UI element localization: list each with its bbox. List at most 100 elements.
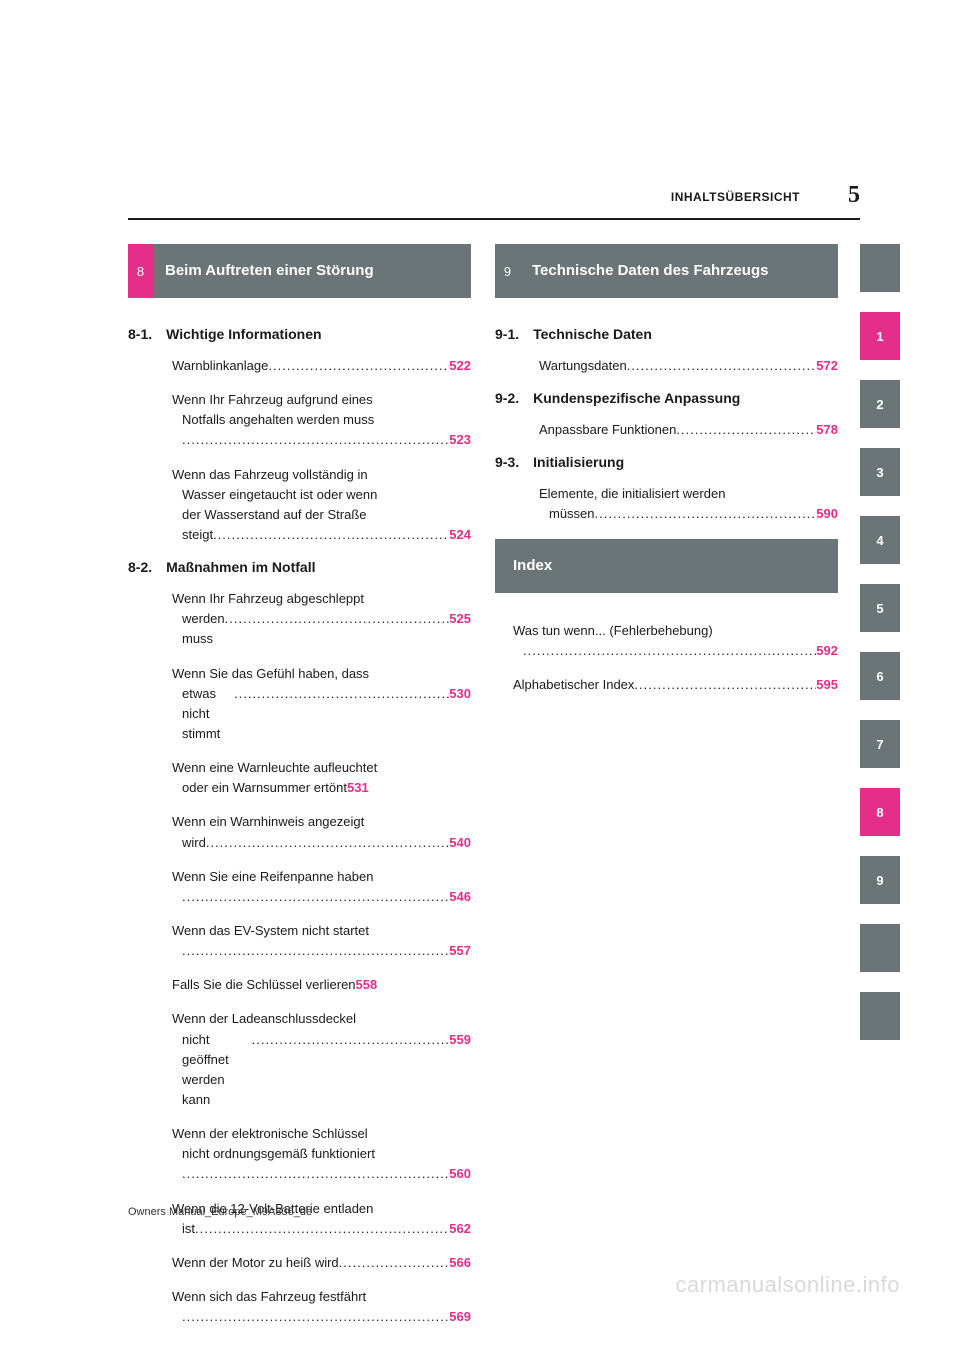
entry-line: Wenn Sie eine Reifenpanne haben — [172, 867, 471, 887]
toc-entry[interactable]: Wenn sich das Fahrzeug festfährt........… — [172, 1287, 471, 1327]
subsection-heading: 9-3.Initialisierung — [495, 454, 838, 470]
chapter-tab-6[interactable]: 6 — [860, 652, 900, 700]
entry-line: Wenn das EV-System nicht startet — [172, 921, 471, 941]
subsection-number: 8-1. — [128, 326, 152, 342]
chapter-tab-blank — [860, 992, 900, 1040]
toc-entry[interactable]: Anpassbare Funktionen...................… — [539, 420, 838, 440]
entry-label: Wenn der Motor zu heiß wird — [172, 1253, 339, 1273]
toc-entry[interactable]: Wenn das EV-System nicht startet........… — [172, 921, 471, 961]
header-rule — [128, 218, 860, 220]
chapter-tab-5[interactable]: 5 — [860, 584, 900, 632]
entry-line: Wenn das Fahrzeug vollständig in — [172, 465, 471, 485]
leader-dots: ........................................… — [182, 1307, 449, 1327]
subsection-heading: 8-2.Maßnahmen im Notfall — [128, 559, 471, 575]
chapter-tab-8[interactable]: 8 — [860, 788, 900, 836]
entry-page: 531 — [347, 778, 369, 798]
subsection-heading: 8-1. Wichtige Informationen — [128, 326, 471, 342]
leader-dots: ........................................… — [182, 1164, 449, 1184]
chapter-tab-9[interactable]: 9 — [860, 856, 900, 904]
entry-page: 566 — [449, 1253, 471, 1273]
leader-dots: ........................................… — [676, 420, 816, 440]
toc-entry[interactable]: Wenn Sie eine Reifenpanne haben.........… — [172, 867, 471, 907]
toc-entry[interactable]: Falls Sie die Schlüssel verlieren558 — [172, 975, 471, 995]
subsection-number: 9-1. — [495, 326, 519, 342]
entry-line: Notfalls angehalten werden muss — [172, 410, 471, 430]
entry-line: werden muss — [182, 609, 225, 649]
entry-line: oder ein Warnsummer ertönt — [182, 778, 347, 798]
toc-entry[interactable]: Wenn eine Warnleuchte aufleuchtetoder ei… — [172, 758, 471, 798]
section-title: Technische Daten des Fahrzeugs — [520, 244, 838, 298]
toc-entry[interactable]: Was tun wenn... (Fehlerbehebung)........… — [513, 621, 838, 661]
leader-dots: ........................................… — [182, 887, 449, 907]
entry-line: Wenn Ihr Fahrzeug aufgrund eines — [172, 390, 471, 410]
entry-line: Was tun wenn... (Fehlerbehebung) — [513, 621, 838, 641]
subsection-title: Kundenspezifische Anpassung — [533, 390, 740, 406]
leader-dots: ........................................… — [234, 684, 449, 704]
toc-entry[interactable]: Wenn ein Warnhinweis angezeigtwird......… — [172, 812, 471, 852]
index-heading: Index — [495, 539, 838, 593]
toc-entry[interactable]: Wenn der Motor zu heiß wird.............… — [172, 1253, 471, 1273]
content-columns: 8Beim Auftreten einer Störung 8-1. Wichtig… — [128, 244, 838, 1341]
subsection-title: Maßnahmen im Notfall — [166, 559, 315, 575]
section-heading: 9Technische Daten des Fahrzeugs — [495, 244, 838, 298]
page-header: INHALTSÜBERSICHT 5 — [0, 190, 960, 222]
entry-line: etwas nicht stimmt — [182, 684, 234, 744]
toc-entry[interactable]: Elemente, die initialisiert werdenmüssen… — [539, 484, 838, 524]
leader-dots: ........................................… — [595, 504, 817, 524]
entry-line: Wenn der Ladeanschlussdeckel — [172, 1009, 471, 1029]
subsection-number: 9-2. — [495, 390, 519, 406]
entry-line: Wenn der elektronische Schlüssel — [172, 1124, 471, 1144]
index-title: Index — [495, 539, 838, 593]
entry-page: 557 — [449, 941, 471, 961]
leader-dots: ........................................… — [268, 356, 449, 376]
leader-dots: ........................................… — [182, 430, 449, 450]
entry-line: Elemente, die initialisiert werden — [539, 484, 838, 504]
leader-dots: ........................................… — [339, 1253, 450, 1273]
toc-entry[interactable]: Warnblinkanlage.........................… — [172, 356, 471, 376]
toc-entry[interactable]: Wenn die 12-Volt-Batterie entladenist...… — [172, 1199, 471, 1239]
entry-page: 559 — [449, 1030, 471, 1050]
toc-entry[interactable]: Wartungsdaten...........................… — [539, 356, 838, 376]
subsection-number: 9-3. — [495, 454, 519, 470]
left-column: 8Beim Auftreten einer Störung 8-1. Wichtig… — [128, 244, 471, 1341]
entry-page: 558 — [356, 975, 378, 995]
toc-entry[interactable]: Alphabetischer Index....................… — [513, 675, 838, 695]
entry-line: nicht geöffnet werden kann — [182, 1030, 252, 1111]
entry-page: 540 — [449, 833, 471, 853]
chapter-tab-blank — [860, 244, 900, 292]
toc-entry[interactable]: Wenn Ihr Fahrzeug abgeschlepptwerden mus… — [172, 589, 471, 649]
leader-dots: ........................................… — [634, 675, 816, 695]
entry-page: 522 — [449, 356, 471, 376]
entry-line: Wenn ein Warnhinweis angezeigt — [172, 812, 471, 832]
entry-page: 530 — [449, 684, 471, 704]
header-page-number: 5 — [848, 182, 860, 209]
toc-entry[interactable]: Wenn Ihr Fahrzeug aufgrund einesNotfalls… — [172, 390, 471, 450]
entry-label: Alphabetischer Index — [513, 675, 634, 695]
subsection-heading: 9-1. Technische Daten — [495, 326, 838, 342]
entry-page: 523 — [449, 430, 471, 450]
toc-entry[interactable]: Wenn Sie das Gefühl haben, dassetwas nic… — [172, 664, 471, 745]
entry-line: Wasser eingetaucht ist oder wenn — [172, 485, 471, 505]
toc-entry[interactable]: Wenn der elektronische Schlüsselnicht or… — [172, 1124, 471, 1184]
toc-entry[interactable]: Wenn der Ladeanschlussdeckelnicht geöffn… — [172, 1009, 471, 1110]
subsection-title: Wichtige Informationen — [166, 326, 321, 342]
section-heading: 8Beim Auftreten einer Störung — [128, 244, 471, 298]
chapter-tab-3[interactable]: 3 — [860, 448, 900, 496]
chapter-tab-blank — [860, 924, 900, 972]
leader-dots: ........................................… — [213, 525, 449, 545]
entry-line: Wenn Ihr Fahrzeug abgeschleppt — [172, 589, 471, 609]
section-number: 9 — [495, 244, 520, 298]
toc-entry[interactable]: Wenn das Fahrzeug vollständig inWasser e… — [172, 465, 471, 546]
chapter-tab-1[interactable]: 1 — [860, 312, 900, 360]
section-title: Beim Auftreten einer Störung — [153, 244, 471, 298]
entry-page: 592 — [816, 641, 838, 661]
entry-line: Wenn eine Warnleuchte aufleuchtet — [172, 758, 471, 778]
chapter-tab-4[interactable]: 4 — [860, 516, 900, 564]
entry-line: der Wasserstand auf der Straße — [172, 505, 471, 525]
entry-line: steigt — [182, 525, 213, 545]
leader-dots: ........................................… — [182, 941, 449, 961]
chapter-tab-7[interactable]: 7 — [860, 720, 900, 768]
entry-page: 578 — [816, 420, 838, 440]
chapter-tab-2[interactable]: 2 — [860, 380, 900, 428]
subsection-title: Technische Daten — [533, 326, 652, 342]
